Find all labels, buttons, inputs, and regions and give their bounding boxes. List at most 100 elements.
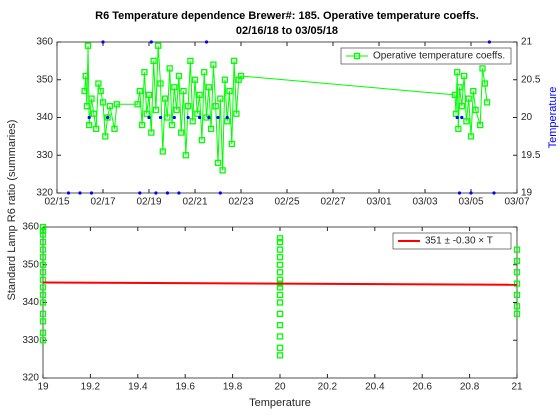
marker: [66, 191, 71, 195]
axes-box: [56, 41, 518, 194]
x-tick-label: 19.4: [128, 382, 148, 393]
marker: [492, 191, 496, 195]
marker: [204, 40, 209, 44]
marker: [81, 87, 88, 95]
x-tick-label: 02/15: [44, 197, 69, 208]
marker: [177, 191, 181, 195]
marker: [513, 269, 521, 276]
marker: [214, 159, 222, 166]
marker: [148, 129, 155, 136]
x-tick-label: 02/17: [90, 197, 115, 208]
x-tick-label: 02/27: [320, 197, 345, 208]
x-tick-label: 20.8: [460, 382, 480, 393]
marker: [180, 87, 187, 95]
y-tick-label: 360: [36, 37, 53, 48]
marker: [276, 333, 284, 340]
marker: [101, 40, 105, 44]
marker: [89, 191, 94, 195]
marker: [513, 280, 521, 287]
marker: [157, 80, 164, 87]
x-tick-label: 20.6: [412, 382, 432, 393]
y-tick-label: 320: [36, 188, 53, 199]
marker: [39, 261, 47, 268]
marker: [218, 191, 222, 195]
marker: [276, 235, 284, 242]
x-axis-label: Temperature: [249, 397, 311, 409]
marker: [189, 118, 196, 125]
marker: [479, 65, 486, 72]
marker: [458, 103, 465, 110]
marker: [237, 72, 245, 80]
x-tick-label: 02/19: [136, 197, 161, 208]
marker: [191, 76, 199, 83]
marker: [39, 310, 47, 317]
marker: [166, 65, 173, 72]
marker: [39, 227, 47, 234]
marker: [184, 103, 192, 110]
marker: [212, 103, 219, 110]
x-tick-label: 21: [511, 382, 523, 393]
marker: [454, 69, 461, 76]
x-tick-label: 02/21: [182, 197, 207, 208]
marker: [143, 110, 150, 117]
y2-tick-label: 20: [521, 112, 533, 123]
marker: [513, 291, 521, 299]
marker: [276, 310, 284, 317]
y-tick-label: 360: [22, 222, 39, 233]
marker: [39, 238, 47, 246]
marker: [152, 106, 160, 114]
marker: [186, 115, 190, 120]
legend-box: [392, 232, 512, 250]
y-tick-label: 330: [22, 335, 39, 346]
chart-subtitle: 02/16/18 to 03/05/18: [236, 25, 338, 37]
marker: [136, 87, 143, 95]
marker: [97, 87, 104, 95]
y2-axis-label: Temperature: [547, 87, 559, 149]
marker: [460, 115, 464, 120]
marker: [469, 191, 473, 195]
marker: [39, 276, 47, 284]
marker: [452, 110, 460, 117]
x-tick-label: 19.6: [175, 382, 195, 393]
marker: [513, 246, 521, 253]
marker: [513, 310, 521, 317]
x-tick-label: 20.4: [365, 382, 385, 393]
marker: [164, 114, 171, 121]
marker: [99, 99, 107, 106]
y-tick-label: 330: [36, 150, 53, 161]
marker: [39, 337, 47, 344]
marker: [276, 284, 284, 291]
plot-area: [66, 40, 496, 195]
marker: [196, 91, 203, 98]
marker: [465, 95, 472, 102]
marker: [106, 115, 110, 120]
x-tick-label: 03/07: [504, 197, 529, 208]
y2-tick-label: 19: [521, 188, 533, 199]
marker: [455, 125, 462, 132]
y-tick-label: 320: [22, 373, 39, 384]
marker: [161, 95, 169, 102]
y-axis-label: Standard Lamp R6 ratio (summaries): [6, 120, 18, 301]
marker: [39, 269, 47, 276]
marker: [150, 57, 157, 65]
marker: [457, 191, 462, 195]
marker: [172, 115, 176, 120]
marker: [104, 114, 111, 121]
marker: [138, 121, 146, 129]
marker: [88, 95, 95, 102]
marker: [39, 223, 47, 231]
marker: [175, 72, 183, 80]
marker: [216, 115, 220, 120]
marker: [39, 291, 47, 299]
marker: [276, 291, 284, 299]
marker: [219, 167, 226, 174]
marker: [481, 80, 488, 87]
y-tick-label: 340: [36, 112, 53, 123]
marker: [134, 101, 141, 108]
marker: [145, 91, 153, 98]
marker: [276, 254, 284, 261]
marker: [463, 118, 470, 125]
marker: [276, 269, 284, 276]
y2-tick-label: 19.5: [521, 150, 541, 161]
